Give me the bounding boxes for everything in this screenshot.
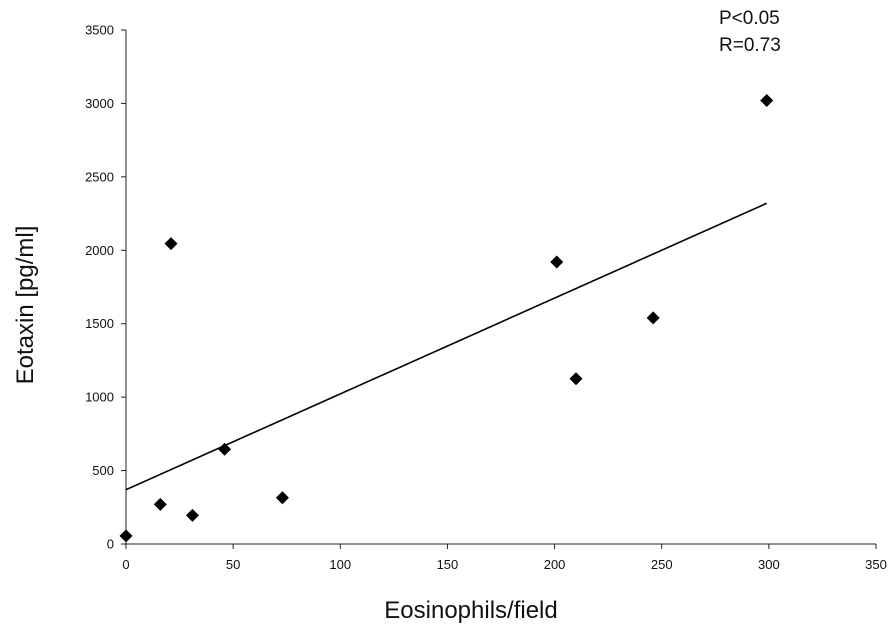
y-tick-label: 0 [107, 537, 114, 552]
y-tick-label: 1000 [85, 390, 114, 405]
x-tick-label: 150 [437, 557, 459, 572]
x-ticks: 0 50 100 150 200 250 300 350 [122, 544, 887, 572]
y-tick-label: 500 [92, 463, 114, 478]
x-tick-label: 300 [758, 557, 780, 572]
x-tick-label: 50 [226, 557, 240, 572]
p-value-annotation: P<0.05 [719, 8, 780, 29]
data-point [153, 497, 167, 511]
x-tick-label: 0 [122, 557, 129, 572]
data-point [164, 237, 178, 251]
y-ticks: 0 500 1000 1500 2000 2500 3000 3500 [85, 23, 126, 552]
data-point [646, 311, 660, 325]
x-tick-label: 350 [865, 557, 887, 572]
trendline [125, 202, 768, 491]
r-value-annotation: R=0.73 [719, 35, 781, 56]
data-point [760, 93, 774, 107]
data-point [550, 255, 564, 269]
y-tick-label: 3500 [85, 23, 114, 38]
data-point [569, 372, 583, 386]
data-points [119, 93, 774, 543]
y-tick-label: 2000 [85, 243, 114, 258]
data-point [185, 508, 199, 522]
x-axis-title: Eosinophils/field [384, 597, 557, 624]
y-tick-label: 3000 [85, 96, 114, 111]
axes [125, 30, 876, 545]
x-tick-label: 200 [544, 557, 566, 572]
x-tick-label: 250 [651, 557, 673, 572]
data-point [218, 442, 232, 456]
data-point [119, 529, 133, 543]
y-tick-label: 1500 [85, 316, 114, 331]
y-axis-title: Eotaxin [pg/ml] [12, 226, 39, 385]
y-tick-label: 2500 [85, 169, 114, 184]
data-point [275, 491, 289, 505]
x-tick-label: 100 [329, 557, 351, 572]
